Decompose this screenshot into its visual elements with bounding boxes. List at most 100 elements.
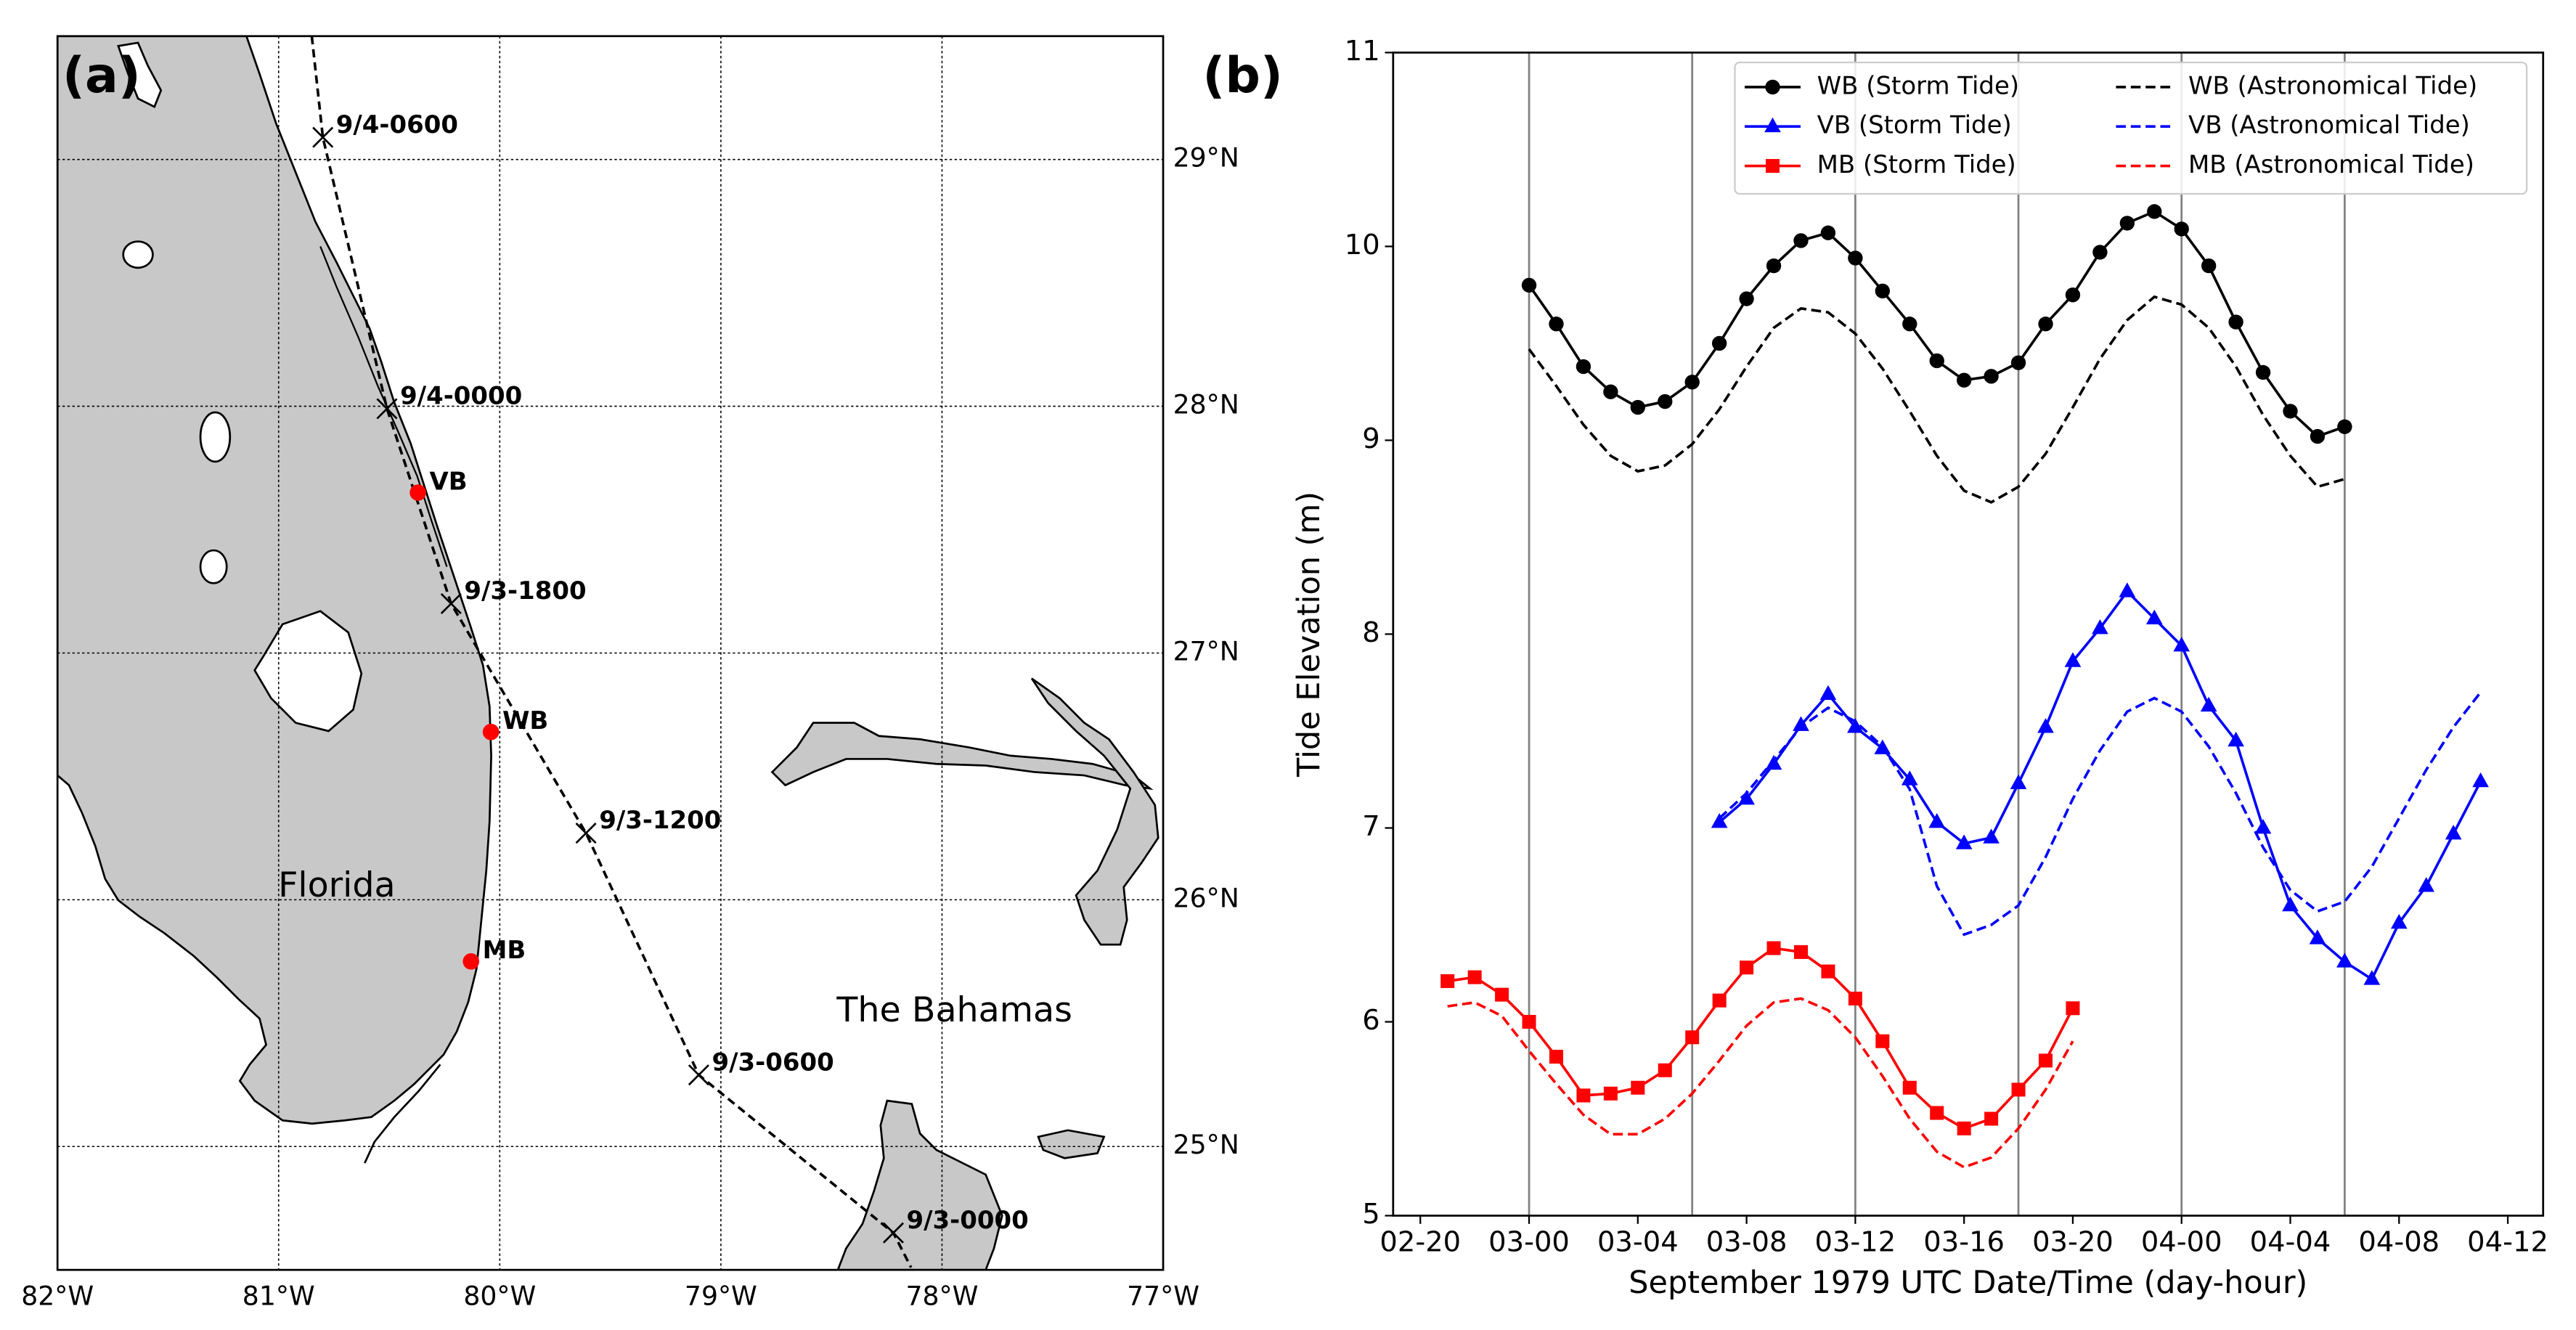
data-marker: [1957, 1121, 1971, 1135]
bahama-islet: [1037, 1129, 1106, 1159]
data-marker: [1766, 941, 1781, 955]
data-marker: [1658, 393, 1673, 409]
legend-marker: [1765, 79, 1780, 95]
track-label: 9/3-1200: [599, 806, 721, 835]
series-line: [1718, 691, 2482, 937]
x-tick-label: 82°W: [21, 1281, 94, 1312]
x-tick-label: 03-08: [1706, 1225, 1788, 1258]
station-marker: [482, 723, 500, 741]
legend-label: MB (Astronomical Tide): [2188, 150, 2474, 179]
data-marker: [1955, 834, 1973, 849]
data-marker: [2445, 825, 2462, 840]
andros: [836, 1099, 1003, 1270]
legend-label: WB (Storm Tide): [1817, 71, 2019, 100]
x-tick-label: 03-16: [1923, 1225, 2005, 1258]
data-marker: [1820, 225, 1836, 240]
data-marker: [2145, 609, 2163, 625]
data-marker: [1793, 233, 1809, 248]
data-marker: [1684, 375, 1700, 390]
map-annotation: Florida: [278, 865, 396, 905]
data-marker: [2336, 952, 2353, 968]
x-tick-label: 04-04: [2250, 1225, 2331, 1258]
data-marker: [1440, 974, 1455, 988]
track-marker: [440, 592, 462, 615]
data-marker: [2227, 731, 2244, 747]
track-label: 9/4-0000: [400, 382, 522, 411]
storm-track: [310, 36, 913, 1268]
data-marker: [1738, 789, 1755, 805]
data-marker: [2282, 896, 2299, 912]
data-marker: [1956, 372, 1972, 388]
legend-label: WB (Astronomical Tide): [2188, 71, 2477, 100]
station-marker: [409, 484, 426, 501]
data-marker: [2200, 696, 2217, 712]
data-marker: [1875, 1034, 1890, 1048]
data-marker: [1739, 291, 1754, 306]
data-marker: [1495, 987, 1509, 1002]
track-marker: [882, 1222, 904, 1244]
x-tick-label: 81°W: [242, 1281, 315, 1312]
legend-marker: [1764, 117, 1781, 133]
series-line: [1528, 295, 2345, 504]
map-frame: [56, 35, 1165, 1271]
data-marker: [1847, 718, 1864, 733]
data-marker: [1576, 359, 1591, 375]
data-marker: [2147, 204, 2162, 219]
data-marker: [1793, 945, 1808, 959]
y-tick-label: 7: [1362, 810, 1379, 843]
panel-label: (a): [62, 47, 141, 105]
data-marker: [1902, 317, 1917, 332]
data-marker: [1793, 716, 1809, 731]
data-marker: [1819, 685, 1837, 701]
data-marker: [1821, 964, 1835, 979]
data-marker: [2038, 317, 2053, 332]
legend-label: VB (Astronomical Tide): [2188, 111, 2470, 140]
data-marker: [2065, 287, 2081, 303]
lake: [199, 411, 232, 463]
data-marker: [2337, 419, 2352, 434]
data-marker: [1522, 1014, 1536, 1029]
legend-box: [1734, 61, 2528, 195]
data-marker: [1630, 399, 1646, 415]
data-marker: [1711, 813, 1728, 828]
data-marker: [2037, 718, 2054, 733]
x-tick-label: 03-04: [1597, 1225, 1679, 1258]
axes-frame: [1392, 52, 2545, 1217]
track-label: 9/4-0600: [336, 110, 458, 139]
data-marker: [2011, 1082, 2026, 1097]
data-marker: [2310, 428, 2326, 444]
data-marker: [1984, 369, 1999, 384]
data-marker: [2173, 637, 2190, 652]
data-marker: [1740, 960, 1754, 975]
lake: [122, 240, 154, 269]
y-tick-label: 9: [1362, 423, 1379, 455]
data-marker: [2119, 216, 2135, 231]
data-marker: [2064, 652, 2082, 667]
data-marker: [2092, 619, 2108, 635]
data-marker: [1467, 970, 1482, 984]
lake: [199, 549, 228, 584]
map-annotation: The Bahamas: [836, 990, 1072, 1030]
station-label: VB: [429, 467, 467, 496]
station-label: WB: [502, 706, 548, 735]
y-tick-label: 28°N: [1173, 389, 1239, 420]
y-tick-label: 29°N: [1173, 142, 1239, 174]
data-marker: [1658, 1063, 1672, 1077]
florida-keys: [364, 1064, 441, 1164]
data-marker: [1521, 277, 1537, 293]
abaco: [1030, 677, 1159, 946]
track-marker: [376, 398, 398, 420]
data-marker: [1848, 991, 1862, 1005]
data-marker: [1576, 1088, 1591, 1103]
series-line: [1447, 997, 2074, 1169]
y-tick-label: 25°N: [1173, 1129, 1239, 1160]
data-marker: [1631, 1080, 1645, 1095]
data-marker: [1765, 754, 1782, 770]
legend-marker: [1766, 159, 1780, 174]
data-marker: [2174, 221, 2189, 237]
data-marker: [1549, 1050, 1563, 1064]
grand-bahama: [770, 722, 1154, 791]
lake: [117, 41, 163, 108]
